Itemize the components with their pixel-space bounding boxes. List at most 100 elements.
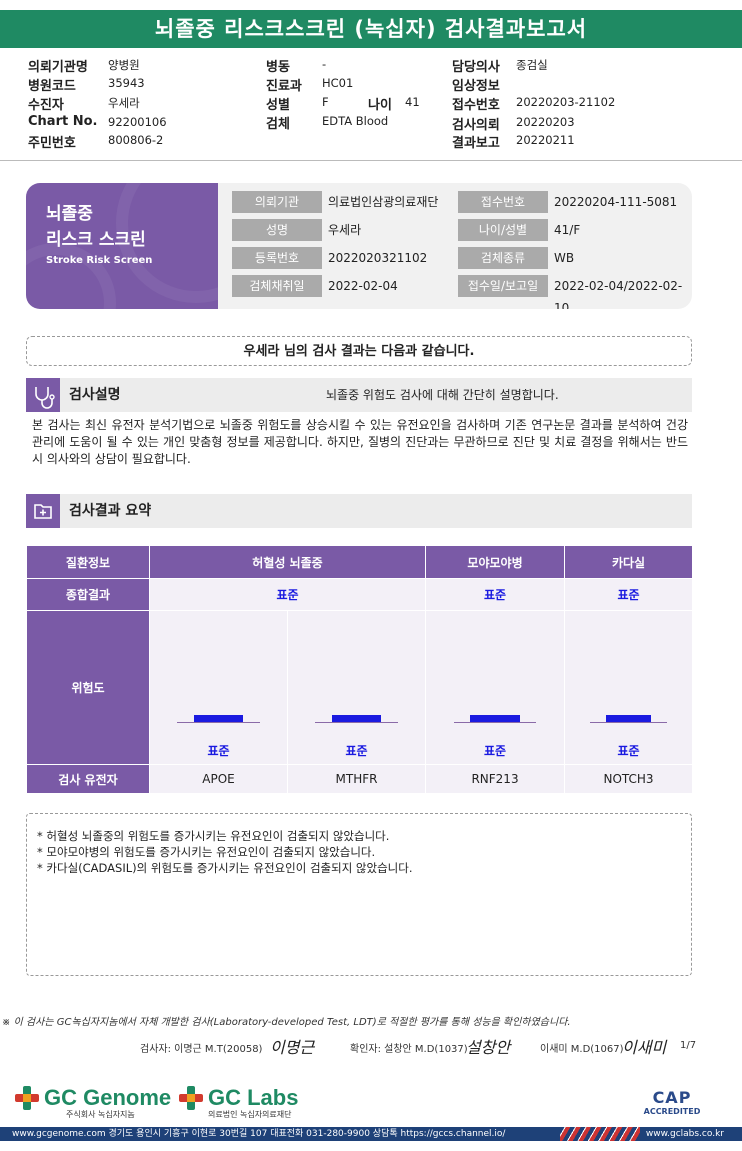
cap-text: CAP: [652, 1088, 692, 1107]
risk-cell: 표준: [149, 610, 288, 765]
tester-signature: 이명근: [270, 1038, 315, 1057]
risk-cell: 표준: [286, 610, 427, 765]
table-row: 질환정보 허혈성 뇌졸중 모야모야병 카다실: [26, 545, 694, 579]
banner-title-line2: 리스크 스크린: [46, 230, 146, 250]
info-value: 92200106: [108, 115, 167, 129]
banner-field-label: 접수일/보고일: [458, 275, 548, 297]
banner-brand-panel: 뇌졸중 리스크 스크린 Stroke Risk Screen: [26, 183, 276, 309]
cap-accredited-text: ACCREDITED: [643, 1107, 701, 1116]
risk-level-label: 표준: [207, 744, 230, 758]
row-label-risk: 위험도: [26, 610, 150, 765]
info-label: 임상정보: [452, 79, 500, 94]
info-value: -: [322, 57, 327, 71]
info-value: 종검실: [516, 58, 548, 72]
table-row: 위험도 표준 표준 표준 표준: [26, 610, 694, 765]
tester-name: 검사자: 이명근 M.T(20058): [140, 1044, 263, 1055]
page-number: 1/7: [680, 1040, 697, 1051]
banner-title-line1: 뇌졸중: [46, 204, 93, 224]
info-value: 우세라: [108, 96, 140, 110]
risk-scale-line: [590, 722, 667, 723]
logo-subtitle: 주식회사 녹십자지놈: [66, 1110, 135, 1119]
result-line: * 모야모야병의 위험도를 증가시키는 유전요인이 검출되지 않았습니다.: [37, 845, 376, 859]
gc-plus-icon: [15, 1086, 39, 1110]
result-notice: 우세라 님의 검사 결과는 다음과 같습니다.: [26, 336, 692, 366]
folder-plus-icon: [26, 494, 60, 528]
info-label: 접수번호: [452, 98, 500, 113]
info-label: 진료과: [266, 79, 302, 94]
confirmer2-name: 이새미 M.D(1067): [540, 1044, 624, 1055]
info-value: F: [322, 95, 329, 109]
row-label-gene: 검사 유전자: [26, 764, 150, 794]
info-label: 검체: [266, 117, 290, 132]
gene-name: APOE: [149, 764, 288, 794]
section-header-description: 검사설명 뇌졸중 위험도 검사에 대해 간단히 설명합니다.: [26, 378, 692, 412]
banner-field-label: 성명: [232, 219, 322, 241]
risk-level-label: 표준: [617, 744, 640, 758]
banner-subtitle: Stroke Risk Screen: [46, 255, 153, 266]
banner-field-value: 2022-02-04: [328, 279, 398, 293]
report-banner: 뇌졸중 리스크 스크린 Stroke Risk Screen 의뢰기관 의료법인…: [26, 183, 692, 309]
info-value: 20220203: [516, 115, 575, 129]
info-value: 20220211: [516, 133, 575, 147]
logo-name: GC Labs: [208, 1085, 299, 1110]
info-label: 결과보고: [452, 136, 500, 151]
row-label-disease: 질환정보: [26, 545, 150, 579]
disease-header: 모야모야병: [425, 545, 566, 579]
section-title: 검사설명: [69, 387, 121, 403]
report-title: 뇌졸중 리스크스크린 (녹십자) 검사결과보고서: [0, 10, 742, 48]
banner-title: 뇌졸중 리스크 스크린: [46, 201, 146, 253]
confirmer1-signature: 설창안: [466, 1038, 511, 1057]
confirmer1-name: 확인자: 설창안 M.D(1037): [350, 1044, 468, 1055]
result-line: * 허혈성 뇌졸중의 위험도를 증가시키는 유전요인이 검출되지 않았습니다.: [37, 829, 390, 843]
disease-header: 카다실: [564, 545, 694, 579]
info-label: 주민번호: [28, 136, 76, 151]
footer-stripes: [560, 1127, 640, 1141]
cap-accredited-logo: CAP ACCREDITED: [632, 1088, 712, 1116]
gene-name: MTHFR: [286, 764, 427, 794]
banner-field-label: 등록번호: [232, 247, 322, 269]
banner-field-label: 접수번호: [458, 191, 548, 213]
age-label: 나이: [368, 98, 392, 113]
banner-field-value: 우세라: [328, 223, 362, 237]
gene-name: RNF213: [425, 764, 566, 794]
info-label: 병동: [266, 60, 290, 75]
banner-field-value: 41/F: [554, 223, 581, 237]
row-label-overall: 종합결과: [26, 578, 150, 611]
risk-level-bar: [331, 715, 382, 722]
banner-field-value: 의료법인삼광의료재단: [328, 195, 439, 209]
info-label: 수진자: [28, 98, 64, 113]
banner-field-value: 20220204-111-5081: [554, 195, 678, 209]
banner-field-label: 검체채취일: [232, 275, 322, 297]
section-title: 검사결과 요약: [69, 503, 152, 519]
banner-field-value: 2022020321102: [328, 251, 428, 265]
disease-header: 허혈성 뇌졸중: [148, 545, 427, 579]
overall-result: 표준: [148, 578, 427, 611]
info-label: 검사의뢰: [452, 118, 500, 133]
section-note: 뇌졸중 위험도 검사에 대해 간단히 설명합니다.: [326, 388, 559, 402]
confirmer2-signature: 이새미: [622, 1038, 667, 1057]
risk-scale-line: [177, 722, 260, 723]
stethoscope-icon: [26, 378, 60, 412]
section-header-summary: 검사결과 요약: [26, 494, 692, 528]
info-label: 의뢰기관명: [28, 60, 88, 75]
footer-website-link[interactable]: www.gclabs.co.kr: [645, 1129, 724, 1139]
gene-name: NOTCH3: [564, 764, 694, 794]
banner-field-label: 검체종류: [458, 247, 548, 269]
risk-level-label: 표준: [483, 744, 507, 758]
banner-field-value: 2022-02-04/2022-02-10: [554, 279, 683, 309]
risk-scale-line: [453, 722, 537, 723]
banner-field-label: 의뢰기관: [232, 191, 322, 213]
banner-field-label: 나이/성별: [458, 219, 548, 241]
info-value: 20220203-21102: [516, 95, 616, 109]
logo-name: GC Genome: [44, 1085, 172, 1110]
result-comments: * 허혈성 뇌졸중의 위험도를 증가시키는 유전요인이 검출되지 않았습니다. …: [26, 813, 692, 976]
info-label: Chart No.: [28, 114, 98, 129]
info-value: HC01: [322, 76, 354, 90]
risk-level-bar: [470, 715, 520, 722]
risk-cell: 표준: [425, 610, 566, 765]
risk-scale-line: [315, 722, 398, 723]
risk-level-bar: [193, 715, 244, 722]
test-description: 본 검사는 최신 유전자 분석기법으로 뇌졸중 위험도를 상승시킬 수 있는 유…: [32, 418, 688, 466]
risk-cell: 표준: [564, 610, 694, 765]
ldt-footnote: ※ 이 검사는 GC녹십자지놈에서 자체 개발한 검사(Laboratory-d…: [2, 1017, 571, 1028]
